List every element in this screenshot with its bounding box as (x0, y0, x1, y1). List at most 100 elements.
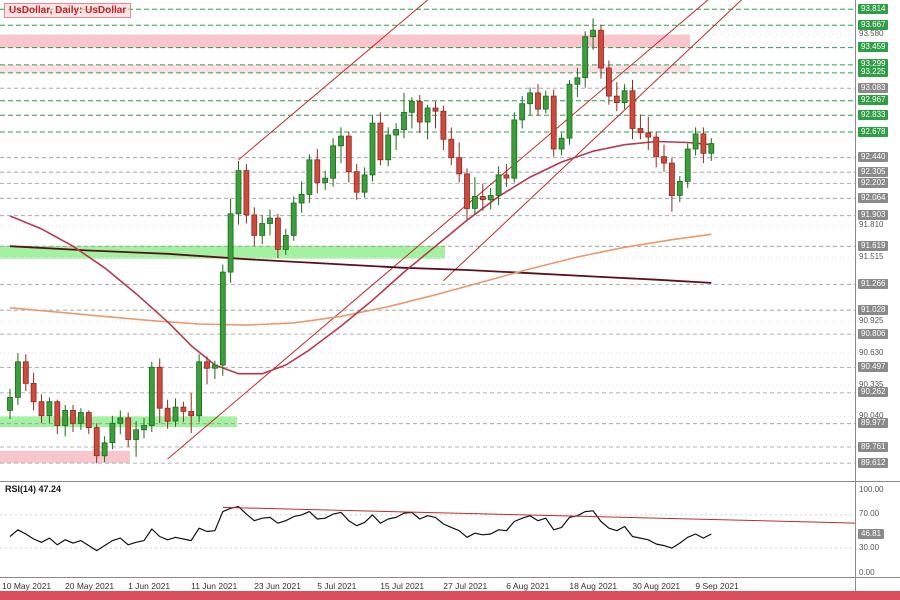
candle (401, 92, 407, 139)
trendline-right[interactable] (443, 0, 758, 282)
candle (62, 405, 69, 437)
trendline-upper-channel[interactable] (238, 0, 428, 161)
candle (7, 388, 13, 419)
candle (519, 96, 526, 129)
candle (440, 105, 447, 151)
candle (542, 90, 549, 114)
candle (503, 164, 510, 187)
candle (148, 361, 155, 432)
candle (235, 160, 242, 225)
candle (117, 410, 124, 435)
chart-title: UsDollar, Daily: UsDollar (4, 3, 132, 18)
candle (606, 60, 612, 105)
candle (424, 104, 431, 140)
candle (369, 115, 376, 182)
candle (487, 187, 494, 210)
candle (164, 399, 171, 429)
rsi-line (9, 506, 712, 552)
support-zone-mid[interactable] (0, 245, 445, 259)
candle (85, 410, 92, 435)
candle (613, 82, 620, 112)
candle (661, 144, 667, 172)
bottom-accent-bar (0, 591, 900, 600)
candle (353, 164, 360, 200)
candle (290, 196, 297, 241)
candle (495, 166, 502, 206)
candle (456, 142, 463, 183)
candle (274, 213, 281, 259)
candle (314, 149, 321, 194)
support-zone-bottom[interactable] (0, 450, 130, 463)
candle (692, 127, 699, 156)
candle (535, 84, 541, 116)
candle (46, 397, 53, 424)
candle (464, 168, 470, 220)
candle (582, 31, 589, 88)
candle (172, 398, 179, 427)
candle (306, 154, 313, 203)
candle (377, 112, 384, 166)
candle (558, 132, 565, 156)
resistance-zone-upper[interactable] (0, 34, 690, 48)
candle (574, 68, 581, 98)
candle (448, 127, 455, 166)
candle (125, 412, 132, 448)
candle (385, 127, 392, 167)
candle (109, 415, 116, 450)
candle (590, 18, 596, 50)
candle (219, 264, 226, 376)
trendline-lower-channel[interactable] (167, 0, 720, 460)
candle (93, 423, 100, 464)
rsi-indicator-label: RSI(14) 47.24 (5, 484, 62, 494)
candle (566, 79, 573, 145)
candle (54, 399, 61, 435)
candle (700, 127, 707, 164)
ma-medium-line (9, 233, 712, 326)
candle (432, 101, 439, 129)
candle (511, 112, 518, 183)
candle (211, 360, 218, 379)
candle (653, 131, 660, 168)
candle (669, 157, 675, 212)
candle (141, 417, 147, 439)
candle (338, 127, 344, 164)
candle (251, 207, 258, 247)
candle (684, 143, 691, 188)
candle (471, 177, 478, 215)
candle (645, 116, 652, 151)
candle (101, 436, 108, 463)
candle (78, 408, 84, 430)
candle (708, 138, 715, 161)
candle (416, 95, 423, 133)
candle (629, 79, 636, 140)
candle (637, 114, 644, 140)
candle (598, 24, 604, 79)
candle (322, 170, 329, 191)
candle (133, 421, 140, 457)
candle (621, 84, 628, 110)
candle (227, 198, 234, 283)
resistance-zone-lower[interactable] (0, 64, 690, 73)
candle (259, 214, 266, 245)
candle (550, 89, 557, 157)
candle (361, 167, 368, 198)
candle (14, 353, 21, 405)
ma-slow-line (9, 245, 712, 284)
candle (243, 164, 250, 224)
candle (70, 405, 76, 432)
candle (30, 372, 37, 411)
candle (282, 228, 289, 255)
candle (345, 131, 352, 183)
rsi-trendline[interactable] (222, 506, 861, 524)
candle (408, 97, 415, 129)
candle (196, 354, 203, 423)
candle (156, 358, 163, 424)
candle (188, 393, 195, 433)
candle (267, 209, 273, 236)
candle (676, 176, 683, 202)
candle (38, 394, 45, 424)
candle (393, 123, 400, 151)
candle (479, 183, 486, 211)
